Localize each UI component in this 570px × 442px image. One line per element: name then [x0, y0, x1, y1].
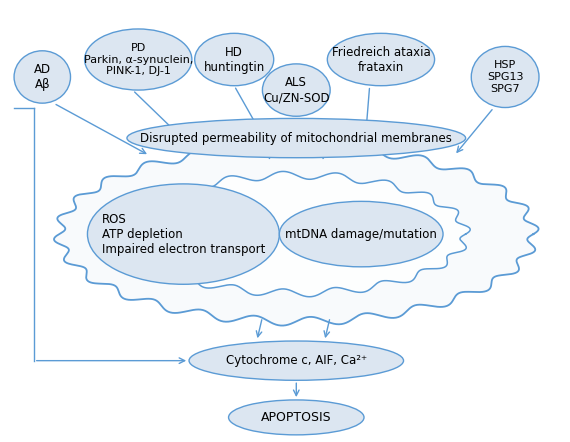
Polygon shape	[54, 143, 539, 326]
Text: Disrupted permeability of mitochondrial membranes: Disrupted permeability of mitochondrial …	[140, 132, 452, 145]
Ellipse shape	[262, 64, 330, 116]
Text: ALS
Cu/ZN-SOD: ALS Cu/ZN-SOD	[263, 76, 329, 104]
Ellipse shape	[14, 51, 71, 103]
Text: mtDNA damage/mutation: mtDNA damage/mutation	[285, 228, 437, 240]
Text: Friedreich ataxia
frataxin: Friedreich ataxia frataxin	[332, 46, 430, 73]
Polygon shape	[123, 171, 470, 297]
Text: PD
Parkin, α-synuclein,
PINK-1, DJ-1: PD Parkin, α-synuclein, PINK-1, DJ-1	[84, 43, 193, 76]
Ellipse shape	[471, 46, 539, 107]
Ellipse shape	[189, 341, 404, 380]
Text: ROS
ATP depletion
Impaired electron transport: ROS ATP depletion Impaired electron tran…	[101, 213, 265, 255]
Ellipse shape	[87, 184, 279, 284]
Ellipse shape	[195, 33, 274, 86]
Ellipse shape	[229, 400, 364, 435]
Ellipse shape	[279, 202, 443, 267]
Text: Cytochrome c, AIF, Ca²⁺: Cytochrome c, AIF, Ca²⁺	[226, 354, 367, 367]
Ellipse shape	[84, 29, 192, 90]
Text: HD
huntingtin: HD huntingtin	[203, 46, 265, 73]
Ellipse shape	[327, 33, 434, 86]
Ellipse shape	[127, 118, 466, 158]
Text: HSP
SPG13
SPG7: HSP SPG13 SPG7	[487, 61, 523, 94]
Text: APOPTOSIS: APOPTOSIS	[261, 411, 332, 424]
Text: AD
Aβ: AD Aβ	[34, 63, 51, 91]
